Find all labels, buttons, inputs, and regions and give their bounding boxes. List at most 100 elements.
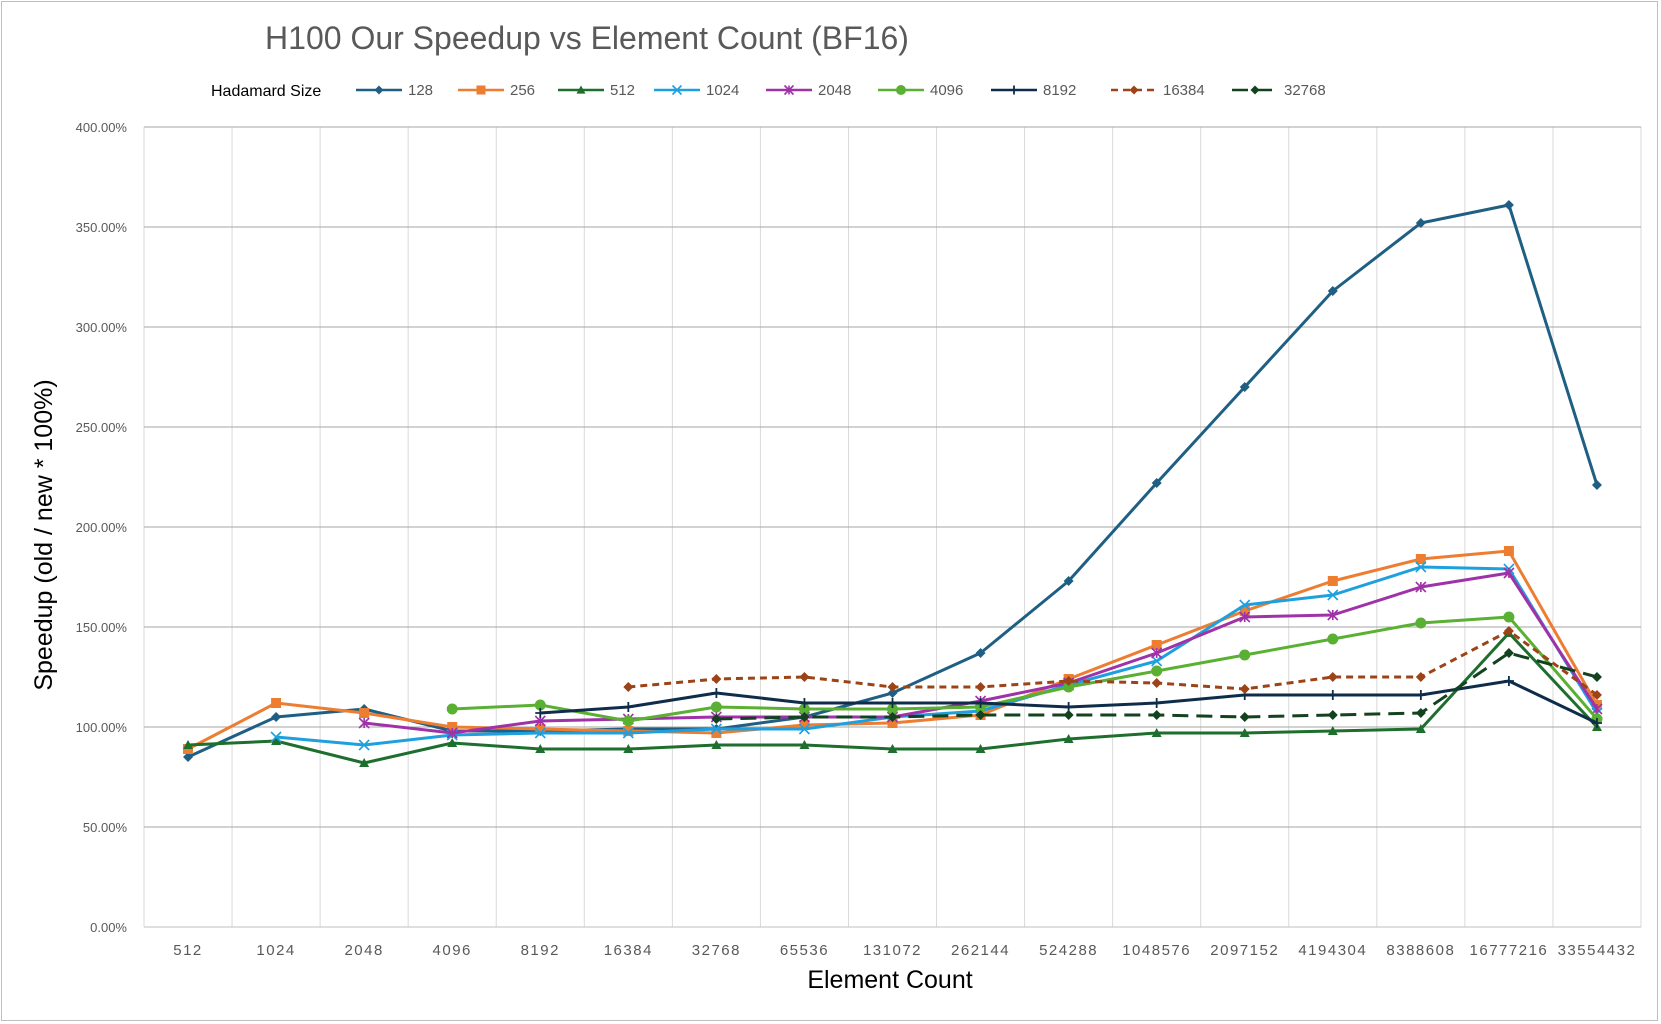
data-point — [887, 744, 898, 753]
series-group — [183, 200, 1603, 767]
data-point — [183, 740, 194, 749]
data-point — [1239, 684, 1250, 694]
data-point — [535, 724, 546, 734]
data-point — [534, 727, 546, 739]
data-point — [271, 698, 282, 708]
legend-title: Hadamard Size — [211, 83, 321, 100]
data-point — [1239, 712, 1250, 722]
y-tick-label: 100.00% — [76, 720, 128, 735]
data-point — [711, 674, 722, 684]
y-axis-label: Speedup (old / new * 100%) — [30, 379, 58, 690]
data-point — [1591, 718, 1602, 728]
data-point — [975, 682, 986, 692]
data-point — [447, 738, 458, 747]
data-point — [1415, 218, 1426, 228]
y-tick-label: 250.00% — [76, 420, 128, 435]
data-point — [270, 731, 282, 743]
data-point — [1239, 606, 1250, 616]
data-point — [798, 723, 811, 735]
data-point — [671, 84, 683, 96]
data-point — [1239, 611, 1251, 623]
data-point — [1327, 672, 1338, 682]
data-point — [710, 723, 722, 735]
legend-label: 2048 — [818, 82, 851, 99]
data-point — [1503, 567, 1515, 579]
legend-label: 4096 — [930, 82, 963, 99]
series-32768 — [711, 648, 1602, 724]
data-point — [359, 708, 370, 718]
data-point — [623, 726, 634, 736]
data-point — [447, 722, 458, 732]
x-axis-label: Element Count — [807, 966, 972, 994]
data-point — [711, 740, 722, 749]
chart-title: H100 Our Speedup vs Element Count (BF16) — [265, 20, 909, 56]
legend-label: 512 — [610, 82, 635, 99]
data-point — [887, 682, 898, 692]
data-point — [783, 84, 795, 96]
data-point — [975, 744, 986, 753]
data-point — [534, 699, 546, 711]
data-point — [1415, 672, 1426, 682]
legend-item-2048: 2048 — [766, 82, 851, 99]
data-point — [1327, 726, 1338, 735]
data-point — [975, 698, 986, 708]
data-point — [1415, 617, 1427, 629]
data-point — [1151, 698, 1162, 708]
data-point — [896, 85, 906, 95]
legend-item-128: 128 — [356, 82, 433, 99]
data-point — [1151, 640, 1162, 650]
data-point — [1151, 647, 1163, 659]
data-point — [1063, 710, 1074, 720]
y-tick-label: 150.00% — [76, 620, 128, 635]
data-point — [535, 744, 546, 753]
data-point — [1063, 576, 1074, 586]
legend-label: 32768 — [1284, 82, 1326, 99]
data-point — [1591, 703, 1603, 715]
data-point — [1415, 724, 1426, 733]
legend-item-16384: 16384 — [1111, 82, 1205, 99]
data-point — [1063, 676, 1074, 686]
y-tick-label: 400.00% — [76, 120, 128, 135]
legend-item-8192: 8192 — [991, 82, 1076, 99]
data-point — [1151, 678, 1162, 688]
series-line — [452, 615, 1599, 723]
series-8192 — [535, 676, 1602, 728]
data-point — [1009, 85, 1019, 95]
data-point — [623, 682, 634, 692]
data-point — [359, 758, 370, 767]
data-point — [1503, 626, 1514, 636]
data-point — [1415, 708, 1426, 718]
series-line — [628, 629, 1598, 697]
data-point — [887, 688, 898, 698]
y-tick-label: 0.00% — [90, 920, 127, 935]
series-line — [275, 565, 1599, 747]
x-tick-label: 16777216 — [1470, 942, 1549, 959]
data-point — [1151, 665, 1163, 677]
x-tick-label: 2048 — [344, 942, 383, 959]
data-point — [1151, 728, 1162, 737]
legend-item-1024: 1024 — [654, 82, 739, 99]
data-point — [1503, 200, 1514, 210]
data-point — [799, 672, 810, 682]
x-tick-label: 524288 — [1039, 942, 1098, 959]
y-tick-label: 200.00% — [76, 520, 128, 535]
data-point — [711, 728, 722, 738]
data-point — [1591, 690, 1602, 700]
x-tick-label: 1048576 — [1122, 942, 1191, 959]
data-point — [622, 715, 634, 727]
x-tick-label: 512 — [173, 942, 203, 959]
legend-item-32768: 32768 — [1232, 82, 1326, 99]
data-point — [1129, 85, 1139, 95]
data-point — [1327, 633, 1339, 645]
x-axis-ticks: 512 1024 2048 4096 8192 16384 32768 65536 131072… — [173, 942, 1635, 959]
data-point — [887, 703, 898, 715]
data-point — [1503, 611, 1515, 623]
data-point — [1503, 546, 1514, 556]
x-tick-label: 2097152 — [1210, 942, 1279, 959]
x-tick-label: 8388608 — [1386, 942, 1455, 959]
data-point — [446, 703, 458, 715]
legend-item-512: 512 — [558, 82, 635, 99]
legend-label: 128 — [408, 82, 433, 99]
